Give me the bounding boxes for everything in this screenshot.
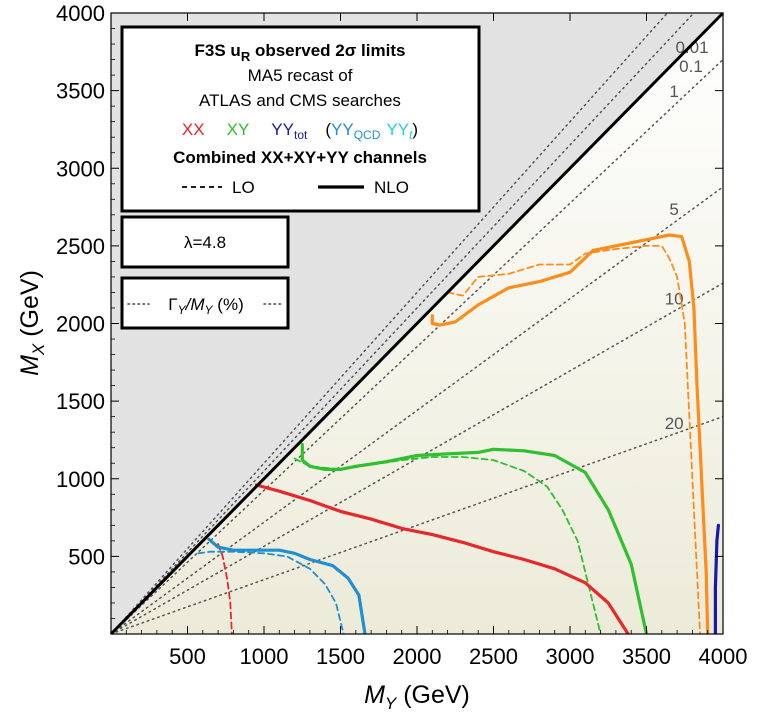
width-contour-label: 0.1 bbox=[679, 57, 703, 76]
y-tick-label: 4000 bbox=[56, 1, 105, 26]
x-axis-title: MY (GeV) bbox=[364, 681, 470, 713]
width-legend-box: ΓY/MY (%) bbox=[120, 276, 290, 330]
width-contour-line bbox=[111, 186, 723, 634]
legend-line2: MA5 recast of bbox=[248, 66, 353, 85]
series-xx-solid bbox=[254, 483, 630, 634]
series-yyqcd-solid bbox=[207, 537, 367, 634]
y-tick-label: 1500 bbox=[56, 389, 105, 414]
series-xy-solid bbox=[300, 443, 649, 634]
width-contour-line bbox=[111, 58, 723, 634]
width-contour-label: 10 bbox=[665, 290, 684, 309]
x-tick-label: 2500 bbox=[469, 644, 518, 669]
legend-frame bbox=[120, 25, 481, 213]
y-tick-label: 1000 bbox=[56, 467, 105, 492]
legend-yyqcd: YY bbox=[331, 120, 354, 139]
width-contour-label: 20 bbox=[665, 414, 684, 433]
series-combined-solid bbox=[430, 233, 710, 634]
lambda-label: λ=4.8 bbox=[184, 233, 226, 252]
x-tick-label: 1500 bbox=[316, 644, 365, 669]
legend-yyt: YY bbox=[386, 120, 409, 139]
y-tick-label: 2000 bbox=[56, 312, 105, 337]
width-legend-label: ΓY/MY (%) bbox=[168, 295, 243, 317]
y-axis-title: MX (GeV) bbox=[16, 270, 48, 376]
width-contour-line bbox=[111, 415, 723, 634]
series-yyqcd-dash bbox=[197, 550, 345, 634]
series-combined-dash bbox=[446, 245, 701, 634]
x-tick-label: 3000 bbox=[546, 644, 595, 669]
series-xy-dash bbox=[293, 456, 602, 634]
width-contour-line bbox=[111, 13, 695, 634]
legend-line3: ATLAS and CMS searches bbox=[199, 91, 401, 110]
legend-xx: XX bbox=[182, 120, 205, 139]
lambda-box: λ=4.8 bbox=[120, 215, 290, 269]
x-tick-label: 3500 bbox=[622, 644, 671, 669]
x-tick-label: 500 bbox=[169, 644, 206, 669]
legend-combined: Combined XX+XY+YY channels bbox=[173, 148, 427, 167]
legend-channels: XX XY YYtot (YYQCD YYt) bbox=[182, 120, 418, 142]
x-tick-label: 1000 bbox=[240, 644, 289, 669]
y-tick-label: 3500 bbox=[56, 79, 105, 104]
y-tick-label: 2500 bbox=[56, 234, 105, 259]
width-contour-label: 5 bbox=[669, 200, 678, 219]
series-yytot-solid bbox=[713, 523, 720, 634]
diagonal-line bbox=[109, 11, 725, 636]
x-tick-label: 2000 bbox=[393, 644, 442, 669]
legend-lo: LO bbox=[232, 178, 255, 197]
y-tick-label: 500 bbox=[68, 544, 105, 569]
y-tick-label: 3000 bbox=[56, 156, 105, 181]
width-contour-line bbox=[111, 13, 669, 634]
x-tick-label: 4000 bbox=[699, 644, 748, 669]
legend-nlo: NLO bbox=[374, 178, 409, 197]
legend-yytot: YY bbox=[271, 120, 294, 139]
series-xx-dash bbox=[217, 543, 233, 634]
width-contour-label: 1 bbox=[669, 82, 678, 101]
legend-title: F3S uR observed 2σ limits bbox=[195, 41, 406, 64]
legend: F3S uR observed 2σ limits MA5 recast of … bbox=[120, 25, 481, 213]
legend-xy: XY bbox=[227, 120, 250, 139]
